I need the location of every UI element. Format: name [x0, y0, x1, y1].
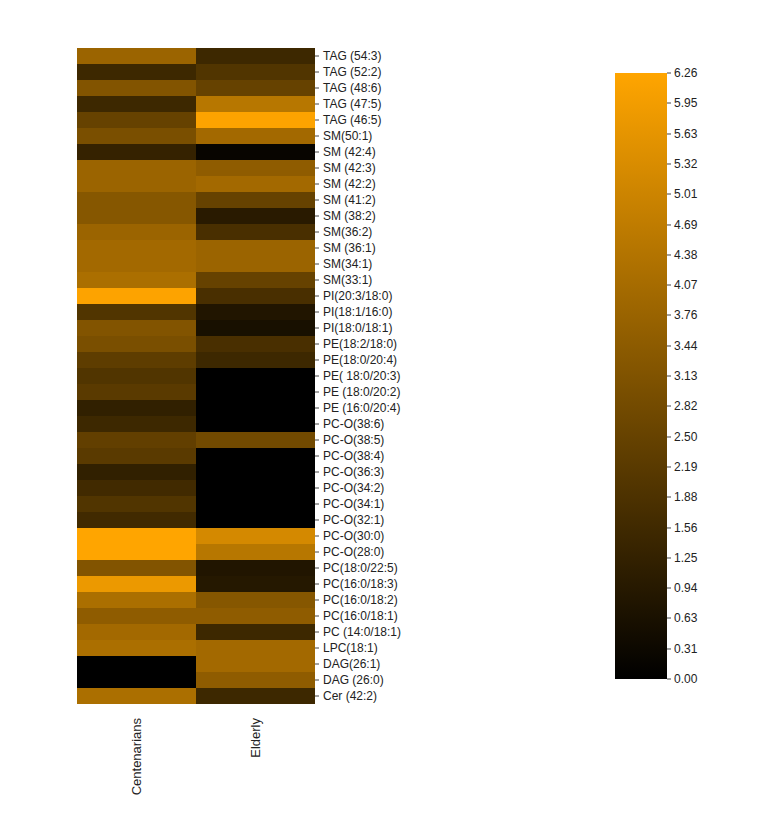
- svg-text:TAG (52:2): TAG (52:2): [323, 65, 381, 79]
- svg-text:5.01: 5.01: [674, 187, 698, 201]
- svg-text:3.76: 3.76: [674, 308, 698, 322]
- svg-text:PC-O(38:4): PC-O(38:4): [323, 449, 384, 463]
- svg-text:5.32: 5.32: [674, 157, 698, 171]
- svg-text:PC-O(32:1): PC-O(32:1): [323, 513, 384, 527]
- svg-text:PI(18:0/18:1): PI(18:0/18:1): [323, 321, 392, 335]
- svg-text:SM (36:1): SM (36:1): [323, 241, 376, 255]
- svg-text:1.56: 1.56: [674, 521, 698, 535]
- svg-text:TAG (46:5): TAG (46:5): [323, 113, 381, 127]
- svg-text:SM(34:1): SM(34:1): [323, 257, 372, 271]
- svg-text:0.63: 0.63: [674, 611, 698, 625]
- svg-text:5.95: 5.95: [674, 96, 698, 110]
- svg-text:PC-O(30:0): PC-O(30:0): [323, 529, 384, 543]
- svg-text:4.69: 4.69: [674, 218, 698, 232]
- svg-text:4.38: 4.38: [674, 248, 698, 262]
- svg-text:PC-O(38:5): PC-O(38:5): [323, 433, 384, 447]
- svg-text:PC(16:0/18:3): PC(16:0/18:3): [323, 577, 398, 591]
- svg-text:5.63: 5.63: [674, 127, 698, 141]
- svg-text:PC(16:0/18:1): PC(16:0/18:1): [323, 609, 398, 623]
- svg-text:SM(36:2): SM(36:2): [323, 225, 372, 239]
- svg-text:SM (42:2): SM (42:2): [323, 177, 376, 191]
- svg-text:TAG (47:5): TAG (47:5): [323, 97, 381, 111]
- svg-text:PC(18:0/22:5): PC(18:0/22:5): [323, 561, 398, 575]
- svg-text:Elderly: Elderly: [248, 718, 263, 758]
- svg-text:0.94: 0.94: [674, 581, 698, 595]
- svg-text:PC-O(38:6): PC-O(38:6): [323, 417, 384, 431]
- svg-text:2.19: 2.19: [674, 460, 698, 474]
- svg-text:0.31: 0.31: [674, 642, 698, 656]
- svg-text:SM (42:3): SM (42:3): [323, 161, 376, 175]
- svg-text:PI(18:1/16:0): PI(18:1/16:0): [323, 305, 392, 319]
- svg-text:3.13: 3.13: [674, 369, 698, 383]
- svg-text:3.44: 3.44: [674, 339, 698, 353]
- svg-text:DAG(26:1): DAG(26:1): [323, 657, 380, 671]
- svg-text:PC-O(28:0): PC-O(28:0): [323, 545, 384, 559]
- svg-text:PC-O(34:1): PC-O(34:1): [323, 497, 384, 511]
- svg-text:PC-O(36:3): PC-O(36:3): [323, 465, 384, 479]
- svg-text:LPC(18:1): LPC(18:1): [323, 641, 378, 655]
- svg-text:PC-O(34:2): PC-O(34:2): [323, 481, 384, 495]
- svg-text:PI(20:3/18:0): PI(20:3/18:0): [323, 289, 392, 303]
- svg-text:SM(50:1): SM(50:1): [323, 129, 372, 143]
- svg-text:2.82: 2.82: [674, 399, 698, 413]
- svg-text:PC (14:0/18:1): PC (14:0/18:1): [323, 625, 401, 639]
- svg-text:PC(16:0/18:2): PC(16:0/18:2): [323, 593, 398, 607]
- svg-text:PE( 18:0/20:3): PE( 18:0/20:3): [323, 369, 400, 383]
- svg-text:PE (16:0/20:4): PE (16:0/20:4): [323, 401, 400, 415]
- svg-text:0.00: 0.00: [674, 672, 698, 686]
- svg-text:Centenarians: Centenarians: [129, 718, 144, 796]
- svg-text:PE(18:0/20:4): PE(18:0/20:4): [323, 353, 397, 367]
- svg-text:SM(33:1): SM(33:1): [323, 273, 372, 287]
- svg-text:2.50: 2.50: [674, 430, 698, 444]
- svg-text:TAG (54:3): TAG (54:3): [323, 49, 381, 63]
- svg-text:Cer (42:2): Cer (42:2): [323, 689, 377, 703]
- svg-text:PE(18:2/18:0): PE(18:2/18:0): [323, 337, 397, 351]
- svg-text:1.88: 1.88: [674, 490, 698, 504]
- svg-text:PE (18:0/20:2): PE (18:0/20:2): [323, 385, 400, 399]
- svg-text:1.25: 1.25: [674, 551, 698, 565]
- svg-text:SM (41:2): SM (41:2): [323, 193, 376, 207]
- svg-text:DAG (26:0): DAG (26:0): [323, 673, 384, 687]
- svg-text:TAG (48:6): TAG (48:6): [323, 81, 381, 95]
- svg-text:SM (42:4): SM (42:4): [323, 145, 376, 159]
- svg-text:SM (38:2): SM (38:2): [323, 209, 376, 223]
- svg-text:6.26: 6.26: [674, 66, 698, 80]
- svg-text:4.07: 4.07: [674, 278, 698, 292]
